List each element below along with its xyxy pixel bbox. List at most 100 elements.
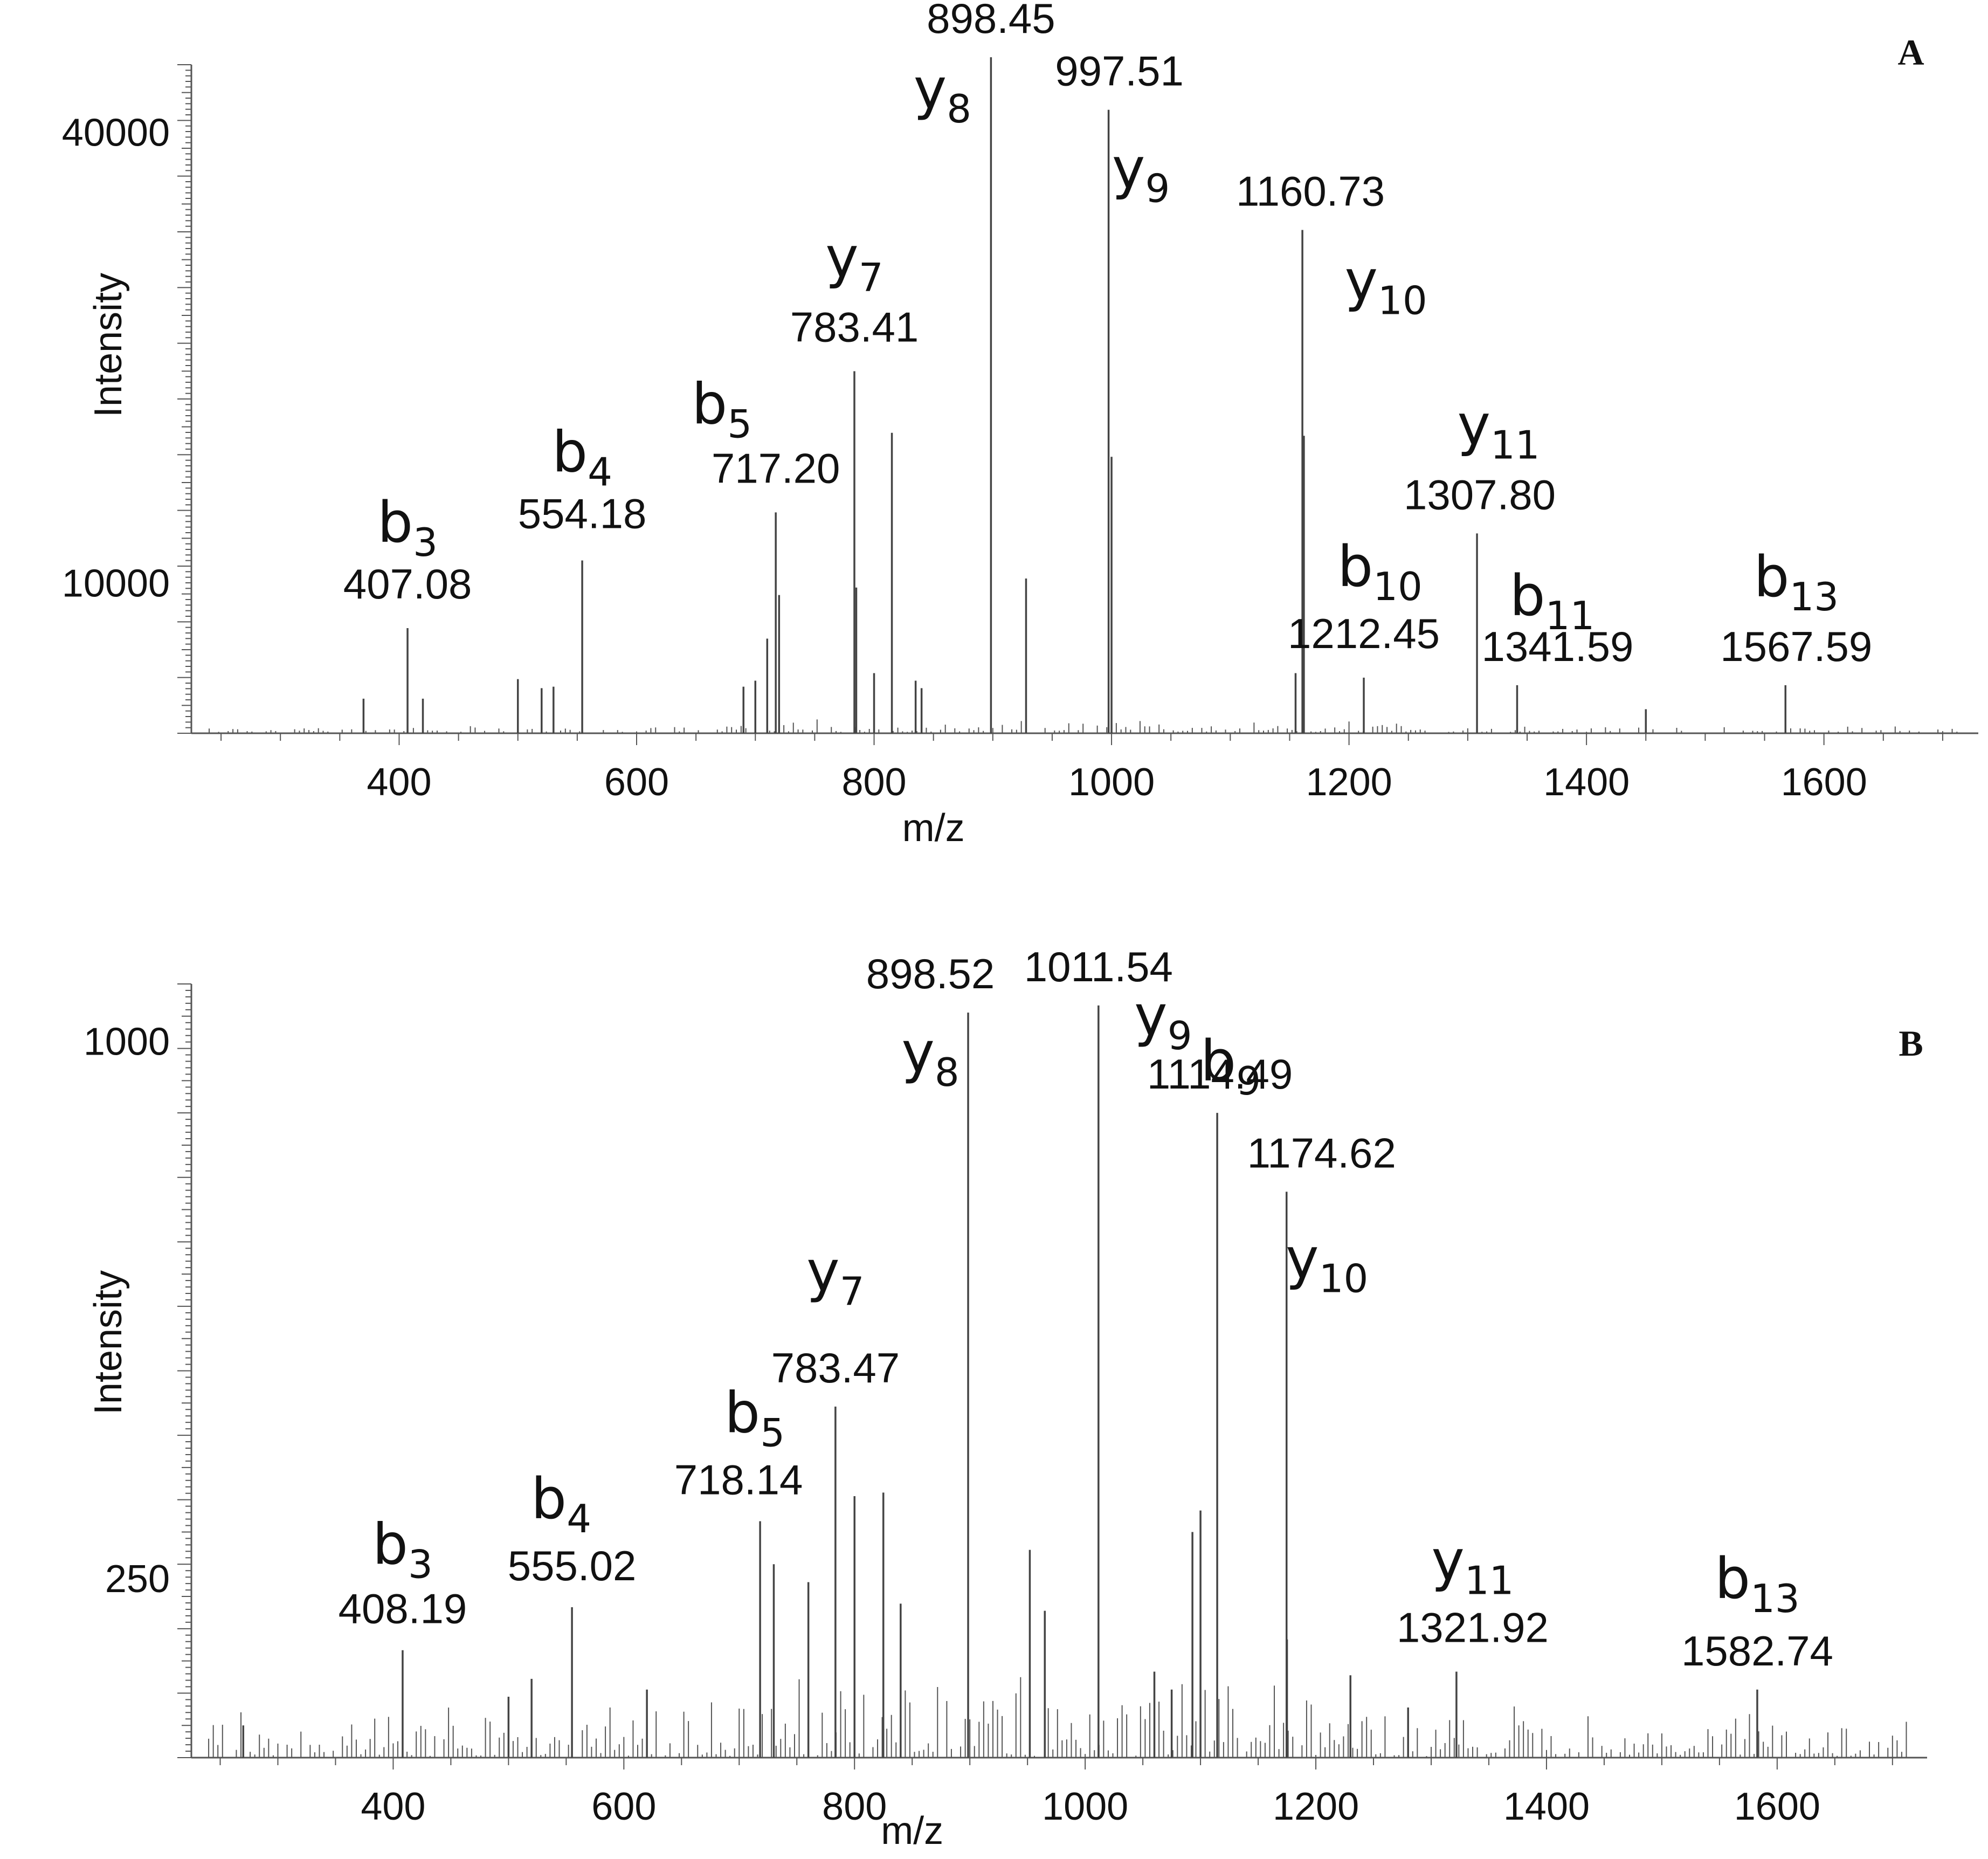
ion-label: y11: [1457, 392, 1540, 467]
ion-index-subscript: 10: [1373, 564, 1423, 609]
peak-mz-label: 783.41: [790, 303, 919, 350]
peak-mz-label: 718.14: [674, 1456, 803, 1504]
ion-index-subscript: 8: [947, 86, 971, 132]
ion-label: y10: [1286, 1225, 1368, 1301]
peak-mz-label: 898.45: [927, 0, 1055, 42]
ion-type: y: [1286, 1225, 1319, 1291]
ion-label: b11: [1510, 563, 1595, 638]
ion-index-subscript: 11: [1545, 593, 1595, 638]
ion-index-subscript: 10: [1319, 1256, 1369, 1301]
ion-type: b: [692, 371, 727, 437]
x-tick-label: 1400: [1543, 761, 1630, 804]
ion-index-subscript: 5: [760, 1410, 785, 1456]
ion-type: y: [1431, 1528, 1465, 1594]
ion-label: y8: [901, 1020, 959, 1095]
ion-index-subscript: 9: [1145, 166, 1170, 211]
peak-mz-label: 1341.59: [1481, 623, 1633, 670]
peak-mz-label: 1160.73: [1236, 168, 1385, 215]
y-tick-label: 10000: [62, 562, 170, 605]
x-tick-label: 600: [604, 761, 669, 804]
x-axis-title: m/z: [881, 1809, 943, 1853]
ion-type: b: [1754, 544, 1789, 610]
x-tick-label: 1200: [1306, 761, 1392, 804]
ion-label: y7: [806, 1238, 864, 1314]
spectrum-panel-b: 400 600 800 1000 1200 1400 1600 250 1000 m/z Inten…: [84, 943, 1927, 1853]
ion-index-subscript: 11: [1490, 422, 1540, 467]
ion-type: b: [1510, 563, 1545, 629]
peak-mz-label: 1321.92: [1397, 1604, 1549, 1651]
ion-label: y11: [1431, 1528, 1514, 1603]
x-tick-label: 400: [361, 1785, 425, 1828]
peak-mz-label: 408.19: [339, 1585, 467, 1633]
peak-mz-label: 1212.45: [1288, 610, 1440, 657]
ion-label: b13: [1754, 544, 1839, 619]
ion-type: y: [1457, 392, 1490, 458]
peak-mz-label: 1114.49: [1147, 1050, 1293, 1098]
x-tick-label: 800: [841, 761, 906, 804]
peak-mz-label: 783.47: [771, 1344, 900, 1392]
ion-index-subscript: 7: [859, 254, 883, 300]
ion-label: b5: [724, 1380, 785, 1456]
ion-index-subscript: 3: [413, 520, 438, 565]
ion-label: b5: [692, 371, 752, 446]
ion-index-subscript: 9: [1236, 1058, 1261, 1104]
ion-index-subscript: 13: [1750, 1576, 1800, 1621]
ion-type: y: [914, 56, 947, 122]
ion-type: b: [377, 490, 413, 555]
ion-index-subscript: 11: [1465, 1558, 1514, 1603]
peak-mz-label: 407.08: [343, 560, 472, 608]
peak-mz-label: 997.51: [1055, 47, 1184, 95]
ion-index-subscript: 13: [1789, 574, 1839, 619]
ion-label: b10: [1337, 534, 1423, 609]
peak-mz-label: 555.02: [508, 1542, 637, 1589]
ion-type: y: [806, 1238, 840, 1304]
ion-label: b4: [552, 419, 612, 495]
peak-mz-label: 554.18: [518, 490, 647, 538]
ion-index-subscript: 3: [408, 1542, 433, 1587]
ion-type: y: [1345, 248, 1378, 314]
ion-index-subscript: 5: [727, 401, 752, 446]
ion-type: y: [1134, 983, 1168, 1049]
ion-type: b: [552, 419, 588, 485]
ion-index-subscript: 7: [840, 1269, 865, 1314]
ion-type: b: [1200, 1028, 1236, 1094]
ion-label: b3: [372, 1512, 433, 1587]
ion-label: b3: [377, 490, 438, 565]
ion-label: b9: [1200, 1028, 1261, 1104]
ion-label: y9: [1134, 983, 1192, 1058]
ion-type: y: [1112, 136, 1145, 202]
ion-type: b: [372, 1512, 408, 1578]
ion-index-subscript: 4: [588, 450, 612, 495]
ion-label: y8: [914, 56, 971, 132]
x-tick-label: 1600: [1734, 1785, 1820, 1828]
y-tick-label: 40000: [62, 111, 170, 154]
ion-label: y9: [1112, 136, 1170, 211]
ion-index-subscript: 8: [935, 1050, 960, 1095]
y-axis-title: Intensity: [87, 273, 130, 417]
x-tick-label: 600: [591, 1785, 656, 1828]
peak-mz-label: 1582.74: [1681, 1627, 1833, 1675]
peak-mz-label: 1174.62: [1247, 1129, 1396, 1176]
ion-type: y: [901, 1020, 935, 1085]
x-tick-label: 1000: [1042, 1785, 1128, 1828]
x-tick-label: 1600: [1781, 761, 1867, 804]
ion-type: y: [825, 224, 859, 290]
ion-type: b: [1337, 534, 1373, 600]
spectrum-panel-a: 400 600 800 1000 1200 1400 1600 10000 40000 m/z In…: [62, 0, 1978, 850]
ion-type: b: [724, 1380, 760, 1446]
peak-mz-label: 898.52: [866, 950, 995, 997]
x-axis-title: m/z: [902, 807, 965, 850]
panel-label: A: [1897, 32, 1924, 73]
panel-label: B: [1899, 1023, 1923, 1064]
ion-label: y7: [825, 224, 883, 300]
ion-label: b4: [531, 1466, 591, 1541]
ion-index-subscript: 10: [1378, 278, 1427, 323]
x-tick-label: 1400: [1503, 1785, 1590, 1828]
ion-label: y10: [1345, 248, 1427, 323]
peak-mz-label: 717.20: [712, 444, 840, 492]
x-tick-label: 800: [822, 1785, 887, 1828]
peak-mz-label: 1567.59: [1720, 623, 1872, 670]
ion-index-subscript: 4: [567, 1496, 591, 1541]
x-tick-label: 400: [367, 761, 431, 804]
